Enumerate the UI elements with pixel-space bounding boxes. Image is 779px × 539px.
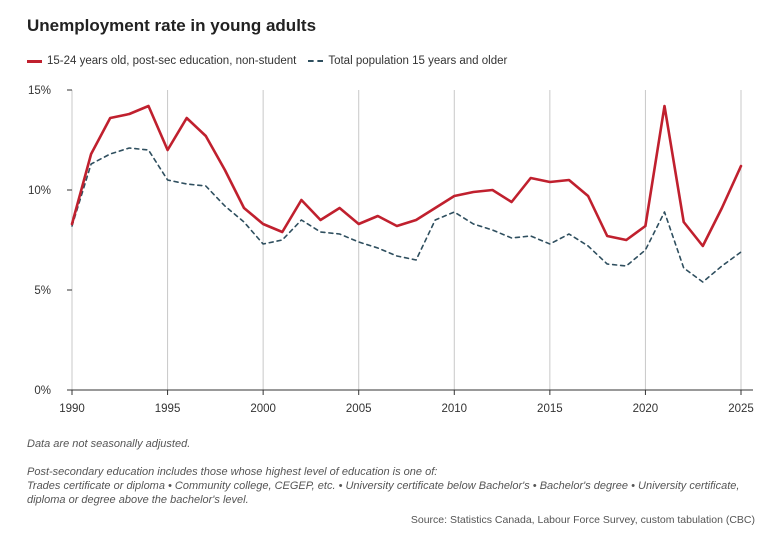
x-tick-label-2000: 2000 xyxy=(250,403,276,415)
y-tick-label-10: 10% xyxy=(28,185,51,197)
chart-notes: Data are not seasonally adjusted. Post-s… xyxy=(27,437,762,507)
x-tick-label-1995: 1995 xyxy=(155,403,181,415)
legend-item-youth: 15-24 years old, post-sec education, non… xyxy=(27,55,296,67)
legend: 15-24 years old, post-sec education, non… xyxy=(27,55,519,67)
x-tick-label-2015: 2015 xyxy=(537,403,563,415)
y-tick-label-15: 15% xyxy=(28,85,51,97)
series-line-youth xyxy=(70,104,743,248)
y-tick-label-0: 0% xyxy=(34,385,51,397)
note-categories: Trades certificate or diploma • Communit… xyxy=(27,480,740,506)
y-tick-label-5: 5% xyxy=(34,285,51,297)
note-definition: Post-secondary education includes those … xyxy=(27,466,438,478)
chart-title: Unemployment rate in young adults xyxy=(27,16,317,35)
note-seasonal: Data are not seasonally adjusted. xyxy=(27,438,191,450)
x-tick-label-2010: 2010 xyxy=(441,403,467,415)
legend-label-youth: 15-24 years old, post-sec education, non… xyxy=(47,55,297,67)
legend-label-total: Total population 15 years and older xyxy=(328,55,508,67)
x-tick-label-1990: 1990 xyxy=(59,403,85,415)
series-line-total xyxy=(71,147,742,283)
x-tick-label-2005: 2005 xyxy=(346,403,372,415)
source-note: Source: Statistics Canada, Labour Force … xyxy=(410,514,755,526)
legend-swatch-dashed xyxy=(308,60,324,62)
legend-item-total: Total population 15 years and older xyxy=(308,55,507,67)
x-tick-label-2020: 2020 xyxy=(633,403,659,415)
legend-swatch-solid xyxy=(27,59,42,63)
line-chart: 1990 1995 2000 2005 2010 2015 2020 2025 0% 5% 10% 1… xyxy=(28,85,754,415)
x-tick-label-2025: 2025 xyxy=(728,403,754,415)
